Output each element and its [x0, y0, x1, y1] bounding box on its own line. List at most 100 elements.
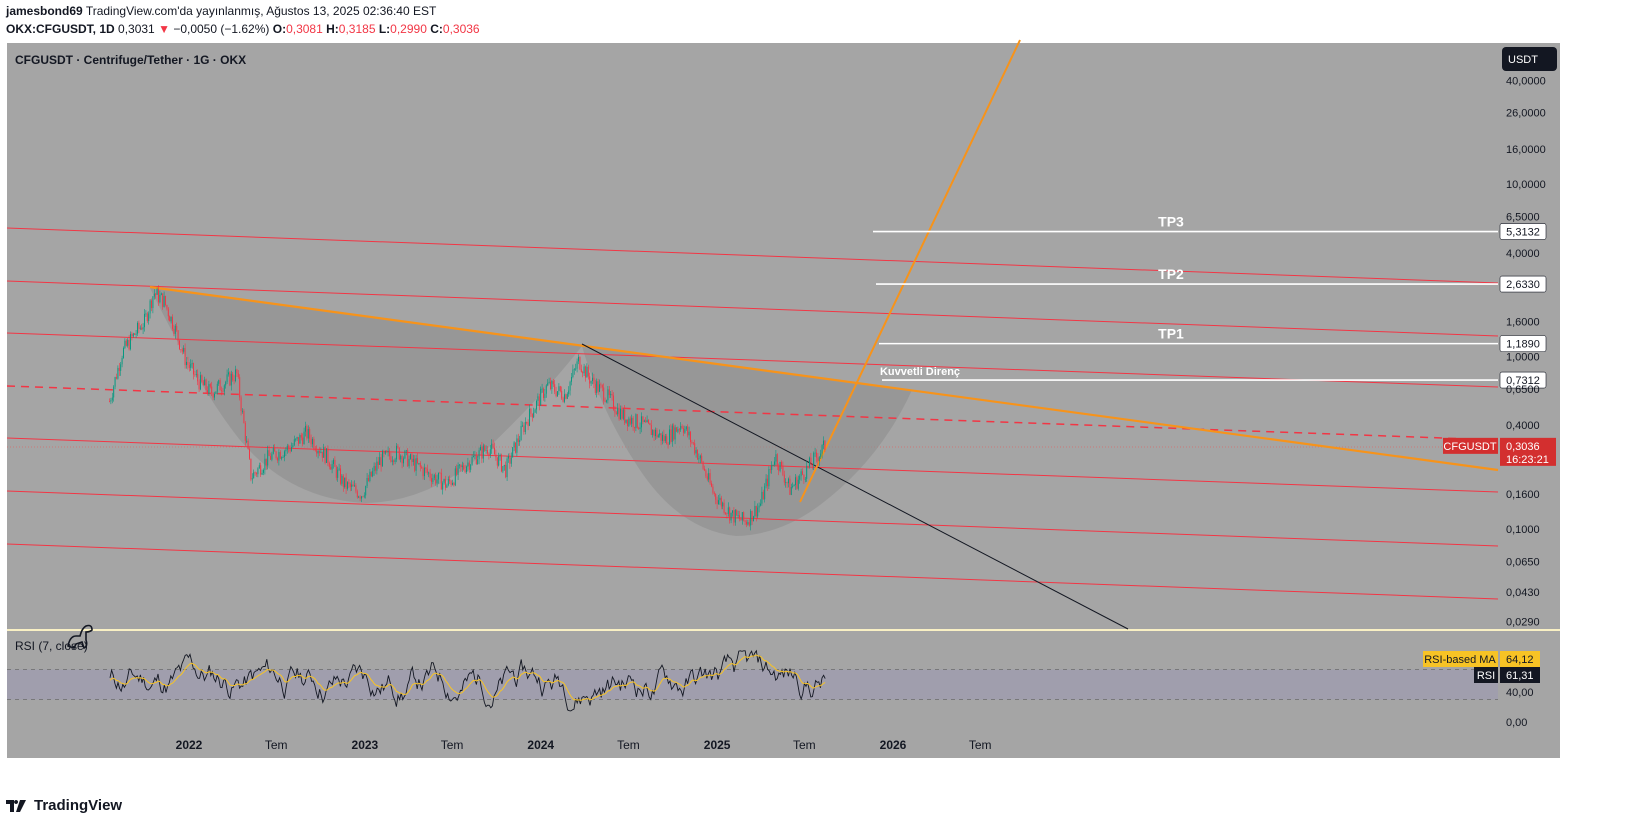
candle-body: [446, 485, 448, 488]
candle-body: [723, 502, 725, 513]
candle-body: [404, 450, 406, 459]
candle-body: [608, 389, 610, 396]
candle-body: [773, 461, 775, 465]
candle-body: [694, 443, 696, 454]
candle-body: [568, 390, 570, 394]
candle-body: [223, 385, 225, 392]
candle-body: [307, 428, 309, 439]
candle-body: [177, 330, 179, 341]
candle-body: [736, 509, 738, 516]
candle-body: [563, 394, 565, 402]
candle-body: [615, 412, 617, 415]
candle-body: [113, 386, 115, 398]
candle-body: [461, 465, 463, 468]
candle-body: [264, 458, 266, 470]
symbol-tag-label: CFGUSDT: [1443, 441, 1496, 453]
candle-body: [268, 450, 270, 457]
candle-body: [115, 377, 117, 379]
candle-body: [503, 464, 505, 467]
candle-body: [265, 458, 267, 466]
candle-body: [643, 420, 645, 422]
candle-body: [397, 445, 399, 448]
candle-body: [472, 456, 474, 457]
candle-body: [139, 327, 141, 329]
candle-body: [688, 431, 690, 436]
candle-body: [374, 466, 376, 471]
candle-body: [540, 388, 542, 406]
candle-body: [493, 447, 495, 455]
target-price-tag: [1499, 275, 1547, 293]
candle-body: [184, 348, 186, 366]
candle-body: [323, 447, 325, 458]
candle-body: [652, 430, 654, 436]
last-price-value: 0,3036: [1506, 441, 1540, 453]
candle-body: [775, 454, 777, 462]
tradingview-logo[interactable]: TradingView: [6, 797, 122, 814]
candle-body: [800, 471, 802, 477]
candle-body: [187, 361, 189, 365]
candle-body: [705, 470, 707, 477]
candle-body: [633, 427, 635, 429]
candle-body: [453, 482, 455, 486]
candle-body: [153, 293, 155, 297]
candle-body: [786, 482, 788, 484]
candle-body: [145, 313, 147, 315]
x-tick-label: 2023: [352, 738, 379, 752]
candle-body: [498, 456, 500, 466]
candle-body: [449, 479, 451, 482]
candle-body: [607, 389, 609, 401]
candle-body: [219, 380, 221, 391]
candle-body: [650, 424, 652, 436]
candle-body: [457, 464, 459, 475]
candle-body: [789, 478, 791, 495]
candle-body: [657, 435, 659, 438]
candle-body: [233, 380, 235, 381]
candle-body: [583, 366, 585, 374]
candle-body: [380, 457, 382, 467]
candle-body: [447, 479, 449, 486]
candle-body: [626, 419, 628, 426]
candle-body: [768, 469, 770, 487]
candle-body: [527, 422, 529, 426]
candle-body: [384, 450, 386, 454]
candle-body: [114, 377, 116, 387]
candle-body: [269, 456, 271, 460]
countdown-value: 16:23:21: [1506, 454, 1549, 466]
candle-body: [758, 505, 760, 508]
candle-body: [555, 391, 557, 397]
candle-body: [730, 512, 732, 521]
candle-body: [489, 449, 491, 455]
candle-body: [377, 461, 379, 465]
candle-body: [792, 486, 794, 487]
candle-body: [656, 429, 658, 438]
candle-body: [232, 373, 234, 381]
candle-body: [454, 468, 456, 486]
candle-body: [248, 449, 250, 459]
candle-body: [351, 484, 353, 487]
close-label: C:: [430, 22, 443, 36]
candle-body: [521, 425, 523, 427]
candle-body: [512, 447, 514, 458]
candle-body: [356, 491, 358, 498]
currency-badge[interactable]: [1502, 47, 1557, 71]
candle-body: [429, 472, 431, 478]
candle-body: [741, 512, 743, 521]
candle-body: [286, 445, 288, 450]
candle-body: [737, 515, 739, 516]
tradingview-logo-icon: [6, 799, 26, 812]
candle-body: [731, 510, 733, 513]
candle-body: [342, 475, 344, 487]
candle-body: [481, 446, 483, 459]
candle-body: [383, 451, 385, 454]
candle-body: [352, 484, 354, 487]
candle-body: [255, 473, 257, 475]
y-tick-label: 0,0650: [1506, 556, 1540, 568]
candle-body: [370, 471, 372, 477]
candle-body: [436, 479, 438, 484]
candle-body: [743, 512, 745, 521]
candle-body: [814, 452, 816, 454]
candle-body: [237, 373, 239, 378]
symbol-line: OKX:CFGUSDT, 1D: [6, 22, 115, 36]
candle-body: [391, 460, 393, 462]
